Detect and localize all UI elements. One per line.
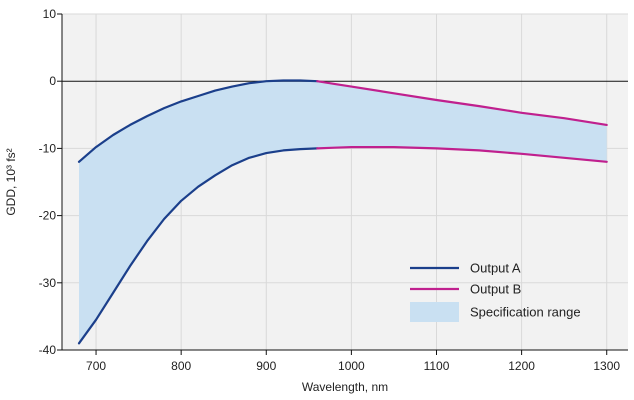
y-tick-label: -20 bbox=[39, 209, 57, 223]
legend-label: Output A bbox=[470, 261, 521, 276]
x-tick-label: 1200 bbox=[508, 359, 535, 373]
series-lines bbox=[77, 79, 608, 345]
tick-labels: 700 800 900 1000 1100 1200 1300 10 0 -10 -20 -30 -40 bbox=[39, 7, 621, 373]
output-a-line-lower bbox=[77, 147, 319, 345]
x-tick-label: 1000 bbox=[338, 359, 365, 373]
x-tick-label: 800 bbox=[171, 359, 191, 373]
y-tick-label: 10 bbox=[43, 7, 57, 21]
legend: Output A Output B Specification range bbox=[410, 261, 581, 322]
legend-label: Output B bbox=[470, 282, 521, 297]
output-b-line-upper bbox=[316, 80, 608, 127]
y-tick-label: 0 bbox=[49, 74, 56, 88]
spec-range-legend-swatch bbox=[410, 302, 459, 322]
spec-range-area bbox=[79, 80, 607, 344]
x-tick-label: 700 bbox=[86, 359, 106, 373]
x-tick-label: 1300 bbox=[593, 359, 620, 373]
x-axis-title: Wavelength, nm bbox=[302, 380, 388, 394]
spec-range-fill bbox=[79, 80, 607, 344]
x-tick-label: 1100 bbox=[424, 359, 450, 373]
output-a-line-upper bbox=[77, 79, 319, 163]
x-tick-label: 900 bbox=[256, 359, 276, 373]
output-b-line-lower bbox=[316, 146, 608, 163]
y-tick-label: -30 bbox=[39, 276, 57, 290]
axes bbox=[61, 14, 628, 351]
y-axis-title: GDD, 10³ fs² bbox=[4, 148, 18, 215]
y-tick-label: -10 bbox=[39, 141, 57, 155]
y-tick-label: -40 bbox=[39, 343, 57, 357]
legend-label: Specification range bbox=[470, 305, 581, 320]
